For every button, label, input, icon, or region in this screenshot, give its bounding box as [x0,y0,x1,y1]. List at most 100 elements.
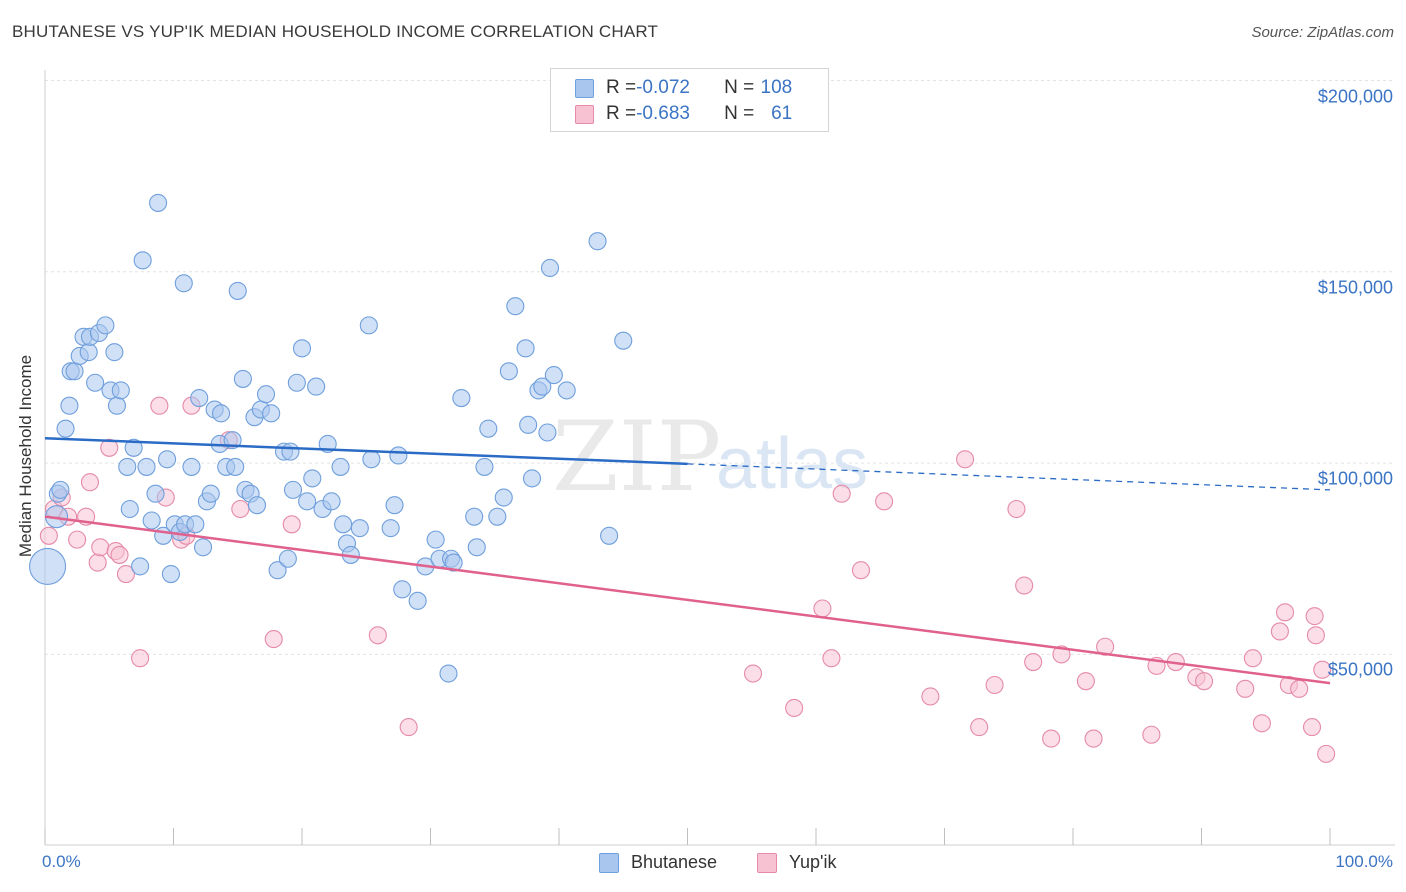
bhutanese-point [60,396,79,415]
bhutanese-point [475,457,494,476]
bhutanese-point [488,507,507,526]
yupik-point [1275,603,1295,622]
bhutanese-point [161,565,180,584]
yupik-point [921,687,940,706]
bhutanese-point [194,538,213,557]
bhutanese-point [540,258,560,278]
yupik-point [231,499,250,519]
bhutanese-point [393,580,412,599]
bhutanese-point [131,557,150,576]
yupik-point [80,473,100,492]
bhutanese-point [452,389,471,408]
yupik-point [150,396,169,415]
y-axis-label: Median Household Income [16,354,35,558]
yupik-point [1252,714,1271,733]
bhutanese-point [334,515,353,534]
bhutanese-point [389,446,408,465]
bhutanese-point [303,469,322,488]
legend-r-value: -0.072 [636,77,690,98]
bhutanese-point [557,381,576,400]
bhutanese-point [133,251,152,270]
bhutanese-point [79,343,98,362]
bhutanese-point [96,316,115,335]
chart-title: BHUTANESE VS YUP'IK MEDIAN HOUSEHOLD INC… [12,22,659,41]
bhutanese-point [292,339,312,358]
yupik-point [264,630,283,649]
bhutanese-point [307,377,326,396]
x-tick-label-min: 0.0% [42,852,81,871]
bhutanese-point [322,492,341,511]
yupik-point [1313,660,1332,679]
bhutanese-point [211,404,231,423]
yupik-point [1142,725,1161,744]
bhutanese-point [233,369,252,388]
bhutanese-point [467,538,486,557]
bhutanese-point [298,492,317,511]
yupik-point [956,450,975,469]
yupik-point [875,492,894,511]
bhutanese-point [51,480,70,499]
yupik-point [851,561,871,580]
series-legend-label: Bhutanese [631,852,718,872]
bhutanese-point [588,232,607,251]
bhutanese-point [465,507,484,526]
bhutanese-point [256,385,276,404]
bhutanese-point [65,362,84,381]
bhutanese-point [533,377,552,396]
bhutanese-point [190,389,209,408]
bhutanese-trend-line [44,436,688,466]
bhutanese-point [118,457,137,476]
legend-n-value: 61 [771,103,793,124]
legend-row-bhutanese: R = -0.072 N = 108 [575,76,792,100]
yupik-point [785,698,804,718]
series-swatch-bhutanese [599,852,619,873]
yupik-point [399,718,418,737]
legend-swatch-yupik [575,104,594,124]
bhutanese-point [506,297,525,316]
legend-r-label: R = [606,77,637,98]
y-tick-label: $100,000 [1317,468,1393,489]
bhutanese-point [142,511,161,530]
yupik-point [282,515,301,534]
yupik-point [1195,672,1214,691]
bhutanese-point [120,499,139,519]
bhutanese-point [331,457,350,476]
yupik-point [832,484,851,503]
yupik-point [970,718,989,737]
bhutanese-point [499,362,518,381]
yupik-point [1270,622,1289,641]
bhutanese-point [538,423,557,442]
bhutanese-point [544,366,563,385]
legend-n-value: 108 [760,77,793,98]
bhutanese-point [146,484,165,503]
bhutanese-point [278,549,297,568]
bhutanese-point [174,274,193,293]
series-legend: Bhutanese Yup'ik [0,852,1406,876]
bhutanese-point [201,484,220,503]
correlation-legend: R = -0.072 N = 108 R = -0.683 N = 61 [550,68,829,132]
bhutanese-point [228,281,247,300]
bhutanese-point [287,373,306,392]
bhutanese-point [124,438,143,457]
bhutanese-point [283,480,303,499]
bhutanese-point [107,396,127,415]
bhutanese-point [56,419,75,438]
yupik-point [1096,637,1115,656]
bhutanese-point [350,519,369,538]
bhutanese-point [385,496,404,515]
watermark: ZIP atlas [552,401,868,513]
yupik-point [1015,576,1034,595]
x-tick-label-max: 100.0% [1335,852,1393,871]
legend-n-label: N = [724,103,755,124]
legend-swatch-bhutanese [575,78,594,98]
bhutanese-point [247,496,267,515]
bhutanese-point [137,457,156,476]
series-legend-yupik: Yup'ik [757,852,836,873]
yupik-point [91,538,110,557]
bhutanese-point [439,664,458,683]
yupik-point [1024,653,1043,672]
bhutanese-point [381,519,400,538]
legend-r-value: -0.683 [636,103,690,124]
bhutanese-point [408,591,427,610]
